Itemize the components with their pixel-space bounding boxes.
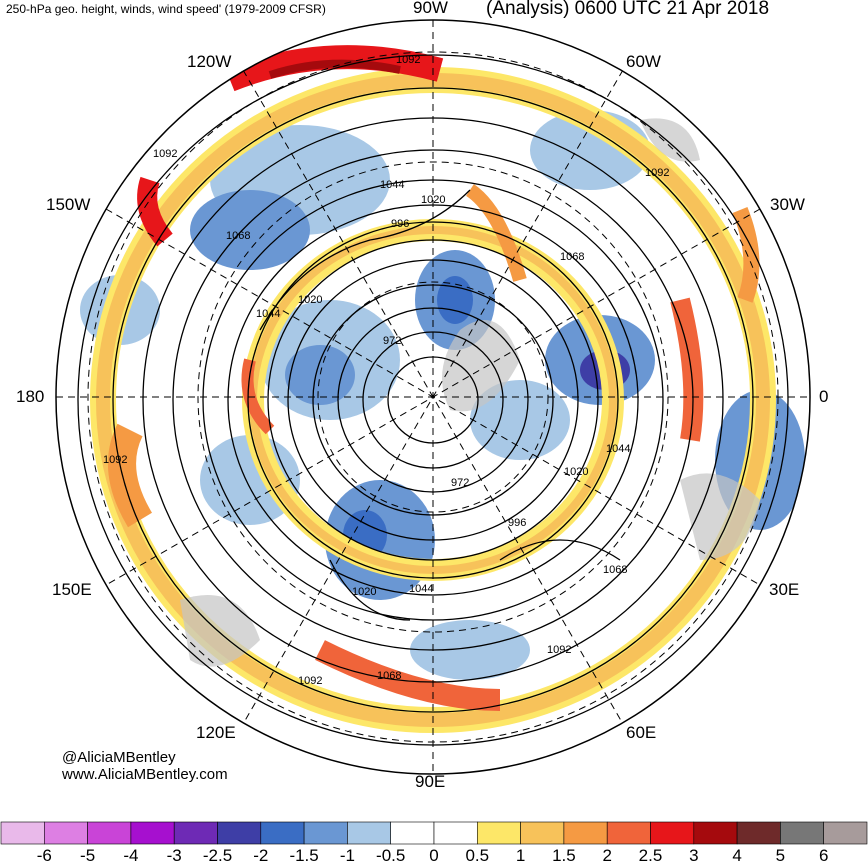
map-boundary bbox=[55, 19, 811, 775]
contour-label-group: 1092 1092 1092 1092 1092 1092 1068 1068 … bbox=[103, 54, 669, 687]
colorbar-swatch bbox=[43, 821, 88, 845]
colorbar-tick-label: -1 bbox=[339, 846, 355, 865]
lon-label-0: 0 bbox=[819, 387, 829, 406]
land-shading bbox=[180, 118, 760, 667]
contour-label: 1020 bbox=[352, 586, 376, 598]
colorbar-tick-label: 4 bbox=[732, 846, 742, 865]
colorbar-swatch bbox=[173, 821, 218, 845]
colorbar-tick-label: -0.5 bbox=[376, 846, 406, 865]
colorbar-swatch bbox=[433, 821, 478, 845]
colorbar-swatch bbox=[693, 821, 738, 845]
map-title: 250-hPa geo. height, winds, wind speed' … bbox=[6, 2, 326, 16]
colorbar-swatch bbox=[563, 821, 608, 845]
lon-label-180: 180 bbox=[16, 387, 45, 406]
colorbar-swatch bbox=[217, 821, 262, 845]
contour-label: 1092 bbox=[547, 644, 571, 656]
contour-label: 1068 bbox=[377, 670, 401, 682]
lon-label-150e: 150E bbox=[52, 580, 92, 599]
map-field: 1092 1092 1092 1092 1092 1092 1068 1068 … bbox=[56, 20, 810, 774]
contour-label: 1092 bbox=[645, 167, 669, 179]
colorbar-swatch bbox=[303, 821, 348, 845]
contour-label: 1044 bbox=[409, 583, 433, 595]
lon-label-30w: 30W bbox=[770, 195, 805, 214]
colorbar-tick-label: 0.5 bbox=[465, 846, 490, 865]
colorbar-tick-label: 1 bbox=[515, 846, 526, 865]
lon-label-60e: 60E bbox=[626, 723, 657, 742]
colorbar-swatch bbox=[823, 821, 868, 845]
colorbar-tick-label: 5 bbox=[775, 846, 786, 865]
colorbar-tick-label: -2.5 bbox=[202, 846, 233, 865]
colorbar-tick-label: -2 bbox=[253, 846, 269, 865]
colorbar-tick-label: -4 bbox=[123, 846, 139, 865]
contour-label: 996 bbox=[391, 218, 409, 230]
colorbar-swatch bbox=[0, 821, 45, 845]
valid-time: (Analysis) 0600 UTC 21 Apr 2018 bbox=[486, 0, 770, 19]
colorbar-swatch bbox=[520, 821, 565, 845]
colorbar-swatch bbox=[87, 821, 132, 845]
contour-label: 1068 bbox=[226, 230, 250, 242]
lon-label-60w: 60W bbox=[626, 52, 661, 71]
colorbar bbox=[0, 821, 868, 845]
colorbar-swatch bbox=[260, 821, 305, 845]
contour-label: 1092 bbox=[153, 148, 177, 160]
colorbar-tick-label: 2 bbox=[602, 846, 612, 865]
colorbar-swatch bbox=[390, 821, 435, 845]
colorbar-swatch bbox=[650, 821, 695, 845]
graticule bbox=[56, 20, 810, 774]
colorbar-swatch bbox=[606, 821, 651, 845]
colorbar-swatch bbox=[736, 821, 781, 845]
colorbar-tick-label: 1.5 bbox=[552, 846, 576, 865]
contour-label: 1044 bbox=[256, 308, 280, 320]
lon-label-150w: 150W bbox=[46, 195, 91, 214]
contour-label: 1020 bbox=[421, 194, 445, 206]
lon-label-120e: 120E bbox=[196, 723, 236, 742]
contour-label: 1020 bbox=[564, 466, 588, 478]
lon-label-120w: 120W bbox=[187, 52, 232, 71]
credit-handle: @AliciaMBentley bbox=[62, 749, 176, 766]
colorbar-tick-label: 2.5 bbox=[638, 846, 663, 865]
colorbar-tick-label: 6 bbox=[818, 846, 829, 865]
colorbar-tick-label: -5 bbox=[80, 846, 96, 865]
colorbar-swatch bbox=[130, 821, 175, 845]
contour-label: 1044 bbox=[606, 443, 630, 455]
colorbar-tick-label: 0 bbox=[429, 846, 439, 865]
contour-label: 1068 bbox=[603, 564, 627, 576]
contour-label: 1068 bbox=[560, 251, 584, 263]
contour-label: 1020 bbox=[298, 294, 322, 306]
colorbar-swatch bbox=[476, 821, 521, 845]
contour-label: 1092 bbox=[103, 454, 127, 466]
lon-label-90e: 90E bbox=[415, 772, 446, 791]
colorbar-tick-label: -6 bbox=[36, 846, 52, 865]
contour-label: 1092 bbox=[396, 54, 420, 66]
colorbar-swatch bbox=[347, 821, 391, 845]
contour-label: 1092 bbox=[298, 675, 322, 687]
contour-label: 1044 bbox=[380, 179, 404, 191]
colorbar-swatch bbox=[780, 821, 825, 845]
lon-label-30e: 30E bbox=[769, 580, 800, 599]
colorbar-tick-label: -1.5 bbox=[289, 846, 319, 865]
lon-label-90w: 90W bbox=[413, 0, 448, 17]
colorbar-tick-label: -3 bbox=[166, 846, 182, 865]
colorbar-tick-label: 3 bbox=[689, 846, 699, 865]
contour-label: 972 bbox=[383, 335, 401, 347]
credit-url: www.AliciaMBentley.com bbox=[62, 766, 228, 783]
contour-label: 996 bbox=[508, 517, 526, 529]
contour-label: 972 bbox=[451, 477, 469, 489]
